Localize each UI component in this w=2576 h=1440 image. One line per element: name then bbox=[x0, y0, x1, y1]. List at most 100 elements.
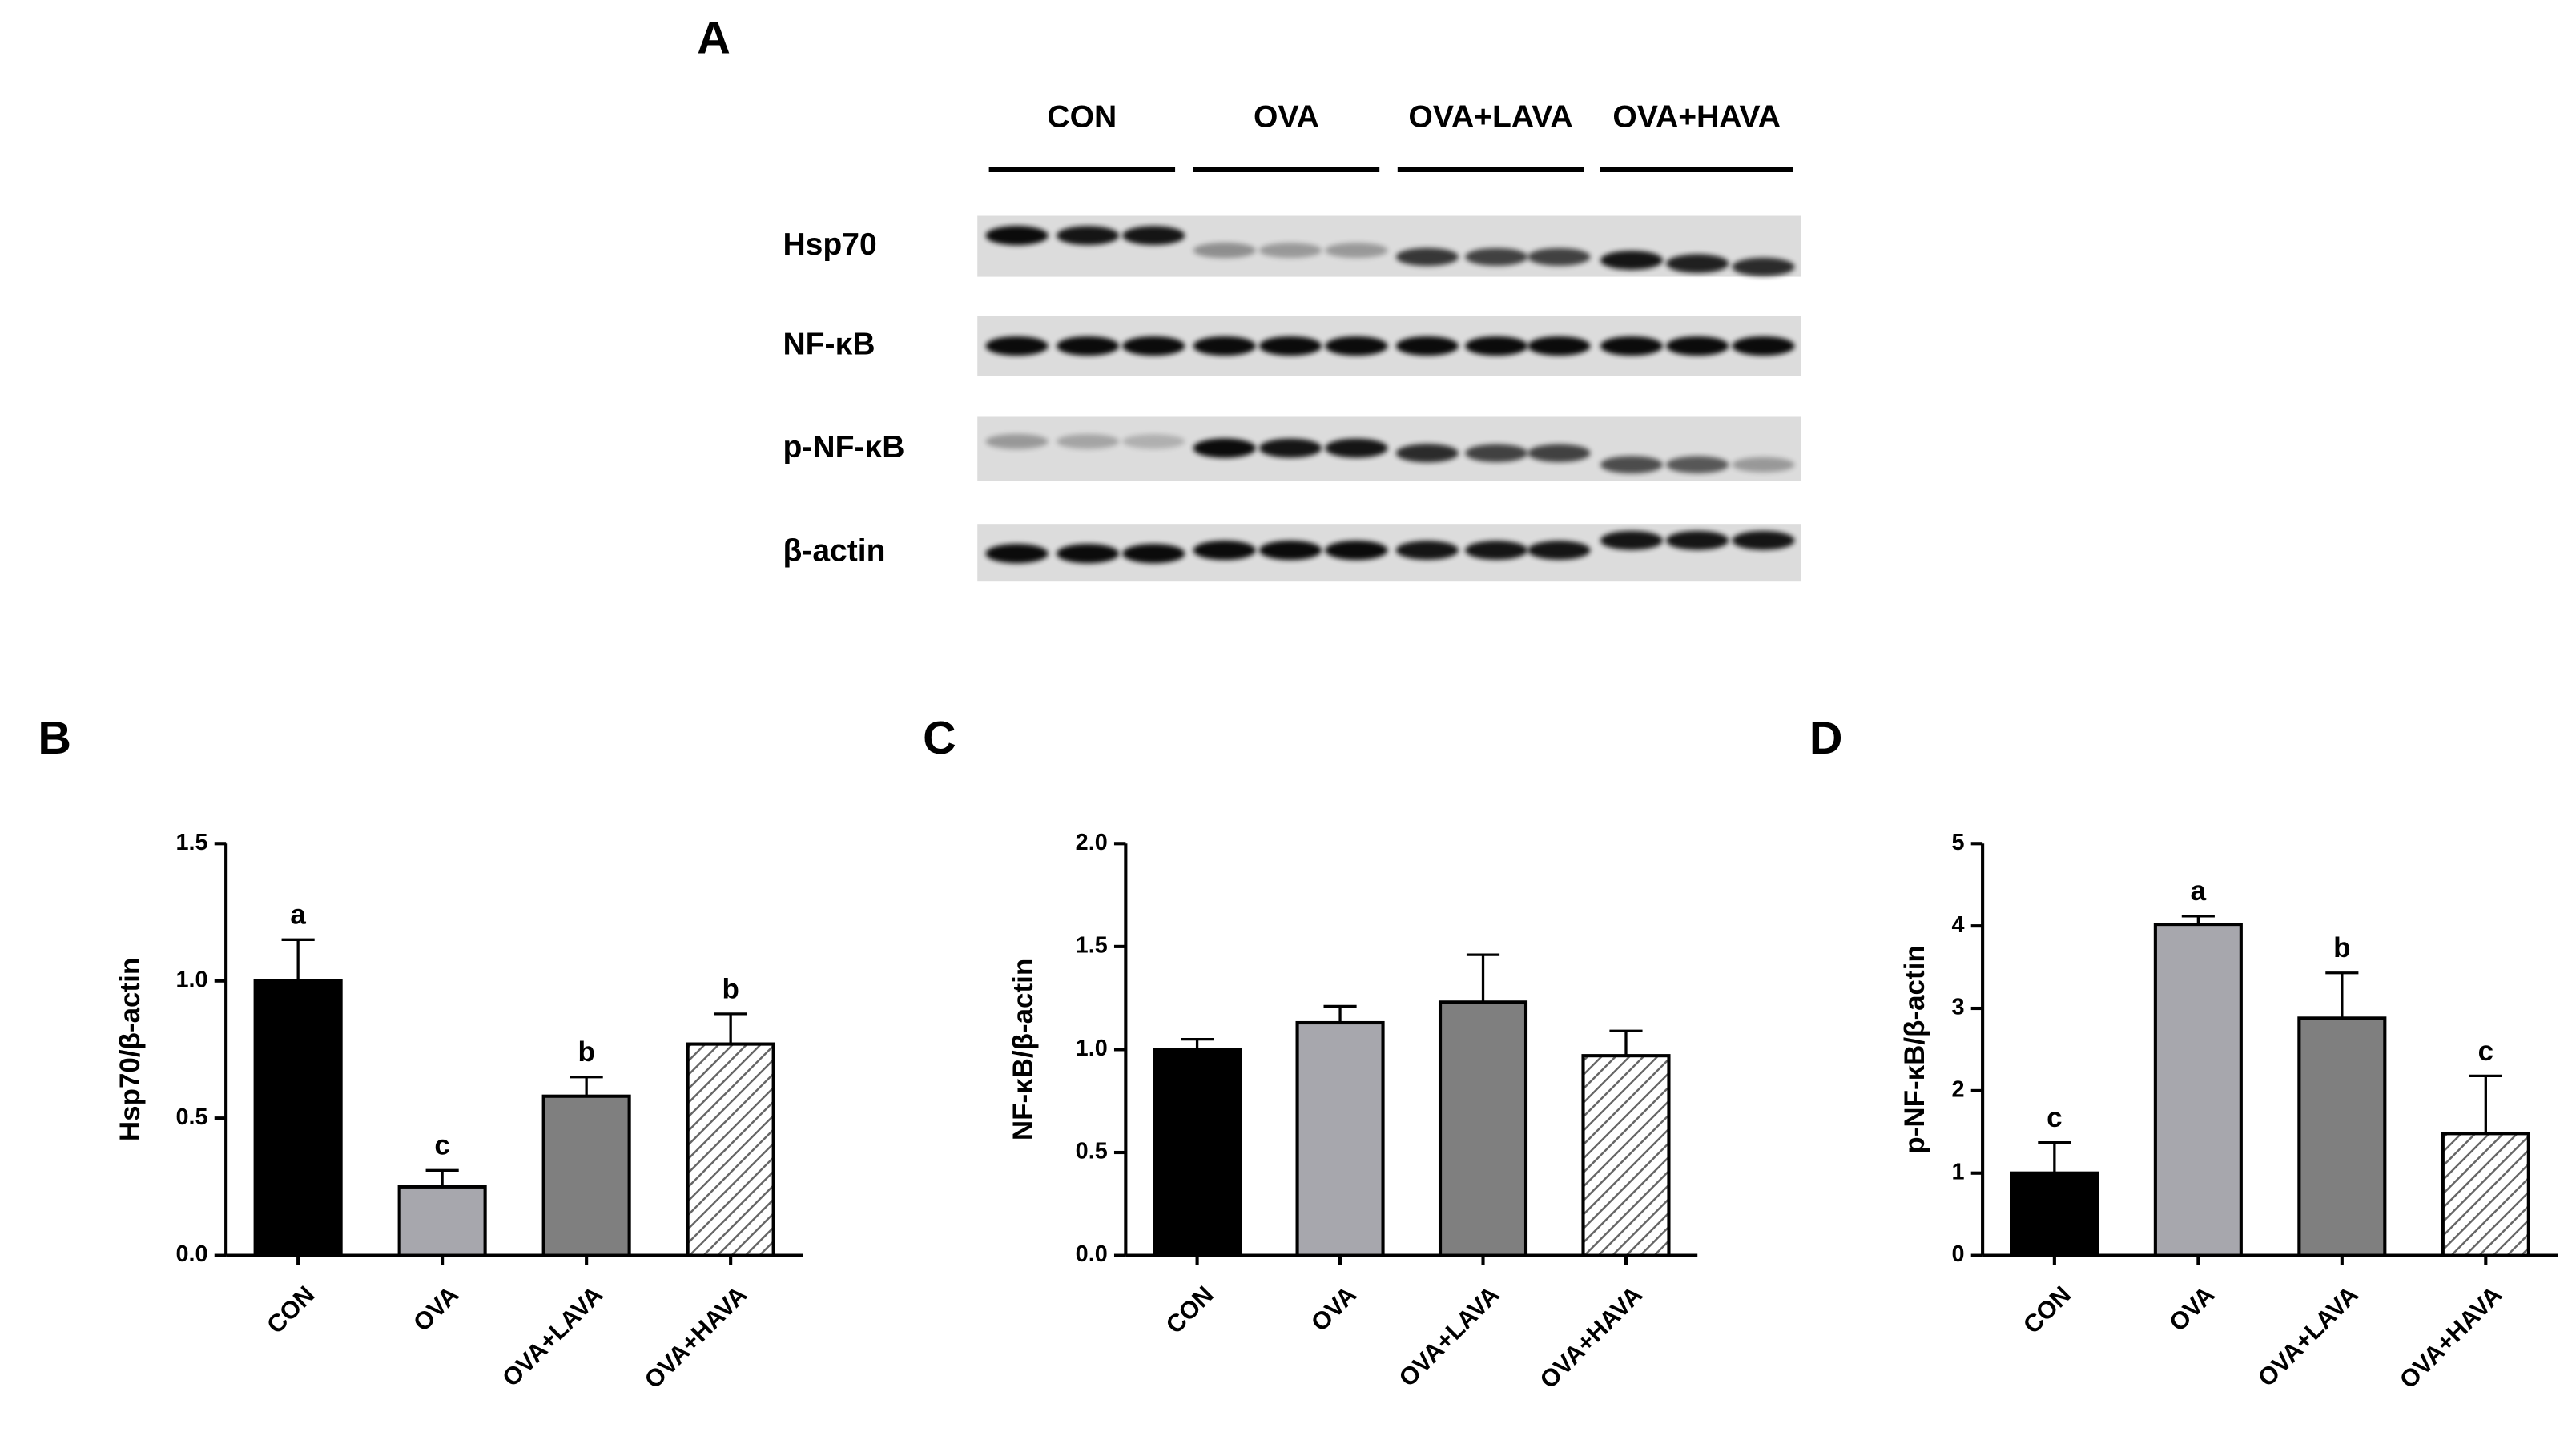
blot-band bbox=[1666, 254, 1729, 273]
panel-label: D bbox=[1809, 713, 1843, 764]
protein-label: p-NF-κB bbox=[783, 430, 904, 465]
bar bbox=[1581, 1054, 1671, 1257]
bar bbox=[2153, 923, 2243, 1257]
bar bbox=[1153, 1048, 1242, 1257]
group-label: OVA+HAVA bbox=[1612, 99, 1781, 134]
blot-band bbox=[1122, 544, 1185, 564]
blot-band bbox=[1193, 336, 1256, 356]
blot-band bbox=[1465, 336, 1528, 356]
blot-band bbox=[1465, 444, 1528, 462]
protein-label: β-actin bbox=[783, 534, 885, 569]
blot-band bbox=[1395, 541, 1459, 561]
blot-band bbox=[1395, 336, 1459, 356]
blot-band bbox=[1258, 243, 1322, 259]
blot-band bbox=[1258, 336, 1322, 356]
blot-band bbox=[1732, 257, 1795, 276]
significance-letter: b bbox=[2333, 932, 2350, 963]
blot-band bbox=[1325, 438, 1388, 458]
blot-strip bbox=[977, 416, 1801, 481]
blot-band bbox=[1258, 438, 1322, 458]
y-tick-label: 1.0 bbox=[1076, 1036, 1108, 1061]
protein-label: Hsp70 bbox=[783, 227, 876, 262]
bar bbox=[1295, 1020, 1385, 1257]
bar bbox=[397, 1185, 487, 1257]
x-tick-label: OVA+HAVA bbox=[639, 1281, 753, 1394]
significance-letter: b bbox=[578, 1036, 594, 1068]
y-tick-label: 3 bbox=[1951, 995, 1964, 1020]
bar bbox=[1438, 1000, 1528, 1257]
y-axis-label: p-NF-κB/β-actin bbox=[1899, 945, 1930, 1153]
blot-band bbox=[1395, 444, 1459, 463]
blot-band bbox=[1056, 336, 1120, 356]
blot-band bbox=[1325, 243, 1388, 259]
blot-band bbox=[1122, 226, 1185, 246]
blot-band bbox=[1122, 434, 1185, 449]
bar bbox=[686, 1042, 775, 1257]
panel-label: A bbox=[697, 13, 731, 64]
blot-band bbox=[1666, 530, 1729, 550]
blot-band bbox=[1258, 540, 1322, 561]
bar bbox=[541, 1094, 631, 1257]
significance-letter: b bbox=[722, 973, 739, 1004]
group-label: OVA+LAVA bbox=[1408, 99, 1572, 134]
y-tick-label: 0.5 bbox=[1076, 1139, 1108, 1164]
blot-band bbox=[1465, 247, 1528, 267]
panel-label: B bbox=[38, 713, 71, 764]
x-tick-label: OVA bbox=[408, 1281, 464, 1337]
blot-band bbox=[1666, 336, 1729, 356]
y-axis-label: NF-κB/β-actin bbox=[1008, 959, 1039, 1140]
blot-band bbox=[1193, 438, 1256, 458]
blot-band bbox=[985, 544, 1049, 564]
blot-band bbox=[1056, 544, 1120, 564]
blot-band bbox=[1325, 336, 1388, 356]
blot-band bbox=[1527, 336, 1591, 356]
blot-band bbox=[985, 433, 1049, 449]
x-tick-label: OVA+LAVA bbox=[1393, 1281, 1504, 1392]
y-tick-label: 1.5 bbox=[1076, 932, 1108, 958]
blot-band bbox=[1193, 243, 1256, 259]
significance-letter: c bbox=[434, 1130, 449, 1161]
blot-band bbox=[1395, 247, 1459, 267]
blot-band bbox=[985, 226, 1049, 246]
protein-label: NF-κB bbox=[783, 327, 875, 361]
x-tick-label: OVA+LAVA bbox=[497, 1281, 608, 1392]
x-tick-label: OVA+LAVA bbox=[2252, 1281, 2364, 1392]
significance-letter: c bbox=[2478, 1036, 2493, 1067]
y-tick-label: 0 bbox=[1951, 1241, 1964, 1267]
blot-band bbox=[1527, 541, 1591, 561]
y-tick-label: 5 bbox=[1951, 830, 1964, 855]
panel-label: C bbox=[923, 713, 956, 764]
y-tick-label: 1.5 bbox=[175, 830, 207, 855]
y-tick-label: 2.0 bbox=[1076, 830, 1108, 855]
blot-band bbox=[1527, 444, 1591, 462]
blot-strip bbox=[977, 215, 1801, 277]
y-tick-label: 0.0 bbox=[1076, 1241, 1108, 1267]
significance-letter: a bbox=[2191, 875, 2207, 907]
blot-band bbox=[1325, 540, 1388, 561]
blot-band bbox=[985, 336, 1049, 356]
blot-band bbox=[1056, 434, 1120, 449]
blot-band bbox=[1732, 530, 1795, 550]
x-tick-label: CON bbox=[261, 1281, 320, 1339]
significance-letter: a bbox=[290, 899, 306, 931]
x-tick-label: OVA bbox=[2163, 1281, 2220, 1337]
significance-letter: c bbox=[2047, 1102, 2062, 1133]
blot-band bbox=[1600, 530, 1664, 550]
blot-band bbox=[1193, 540, 1256, 561]
x-tick-label: OVA bbox=[1306, 1281, 1362, 1337]
bar bbox=[2441, 1132, 2530, 1257]
y-tick-label: 0.0 bbox=[175, 1241, 207, 1267]
x-tick-label: OVA+HAVA bbox=[1534, 1281, 1648, 1394]
y-tick-label: 0.5 bbox=[175, 1104, 207, 1130]
x-tick-label: CON bbox=[1161, 1281, 1219, 1339]
blot-band bbox=[1732, 457, 1795, 473]
group-label: OVA bbox=[1254, 99, 1319, 134]
blot-band bbox=[1732, 336, 1795, 356]
y-tick-label: 1.0 bbox=[175, 967, 207, 992]
x-tick-label: OVA+HAVA bbox=[2394, 1281, 2508, 1394]
blot-band bbox=[1600, 456, 1664, 474]
bar bbox=[2010, 1171, 2099, 1257]
y-tick-label: 2 bbox=[1951, 1076, 1964, 1102]
blot-band bbox=[1600, 336, 1664, 356]
blot-band bbox=[1527, 247, 1591, 267]
